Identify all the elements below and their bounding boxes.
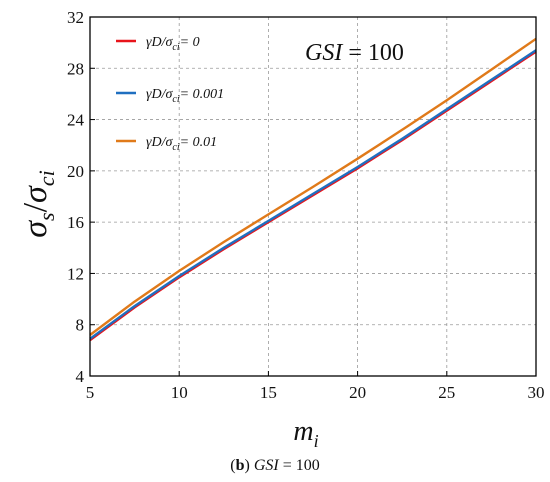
- gsi-annotation: GSI = 100: [305, 40, 404, 66]
- x-tick-label: 30: [528, 383, 545, 402]
- y-axis-label: σs/σci: [17, 170, 59, 237]
- legend-label-2: γD/σci= 0.001: [146, 87, 224, 105]
- x-axis-label: mi: [293, 416, 318, 451]
- y-tick-label: 28: [67, 59, 84, 78]
- legend-label-3: γD/σci= 0.01: [146, 135, 217, 153]
- x-tick-label: 10: [171, 383, 188, 402]
- x-tick-label: 20: [349, 383, 366, 402]
- y-tick-label: 16: [67, 213, 84, 232]
- series-line-3: [89, 37, 537, 336]
- x-tick-label: 25: [438, 383, 455, 402]
- y-tick-label: 32: [67, 8, 84, 27]
- series-lines: [89, 37, 537, 342]
- y-tick-label: 12: [67, 264, 84, 283]
- figure-caption: (b) GSI = 100: [230, 457, 319, 474]
- series-line-2: [89, 49, 537, 340]
- y-tick-label: 24: [67, 111, 85, 130]
- x-tick-label: 15: [260, 383, 277, 402]
- x-tick-label: 5: [86, 383, 95, 402]
- y-tick-label: 8: [76, 316, 85, 335]
- grid: [90, 17, 536, 376]
- axis-ticks: 5 10 15 20 25 30 4 8 12 16 20 24 28 32: [67, 8, 545, 402]
- y-tick-label: 20: [67, 162, 84, 181]
- legend-label-1: γD/σci= 0: [146, 35, 200, 53]
- y-tick-label: 4: [76, 367, 85, 386]
- plot-frame: [89, 16, 537, 377]
- legend: γD/σci= 0 γD/σci= 0.001 γD/σci= 0.01: [116, 35, 224, 153]
